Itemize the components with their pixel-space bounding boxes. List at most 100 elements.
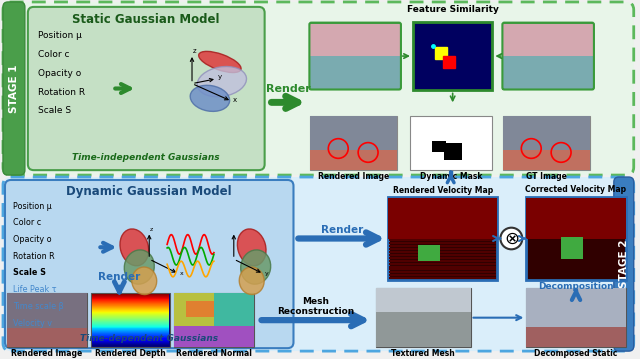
- Bar: [526, 198, 626, 239]
- Bar: [92, 340, 169, 341]
- Text: Dynamic Gaussian Model: Dynamic Gaussian Model: [67, 185, 232, 198]
- Ellipse shape: [197, 66, 246, 97]
- Bar: [504, 116, 590, 170]
- Text: Position μ: Position μ: [13, 202, 52, 211]
- Text: z: z: [150, 227, 154, 232]
- Text: Rendered Image: Rendered Image: [318, 172, 389, 181]
- Bar: [389, 245, 497, 247]
- Ellipse shape: [190, 85, 230, 111]
- Text: Render: Render: [321, 225, 363, 234]
- Bar: [92, 337, 169, 338]
- Bar: [174, 293, 253, 347]
- Bar: [92, 326, 169, 327]
- Text: Mesh
Reconstruction: Mesh Reconstruction: [277, 297, 355, 316]
- Text: Life Peak τ: Life Peak τ: [13, 285, 56, 294]
- Bar: [92, 300, 169, 301]
- Bar: [418, 245, 440, 261]
- Text: GT Image: GT Image: [526, 172, 567, 181]
- Bar: [92, 294, 169, 295]
- Text: Color c: Color c: [38, 50, 69, 59]
- Text: Decomposed Static: Decomposed Static: [534, 349, 618, 358]
- Text: z: z: [193, 48, 196, 54]
- Bar: [388, 198, 497, 239]
- Bar: [92, 312, 169, 313]
- Text: Scale S: Scale S: [13, 269, 46, 278]
- Bar: [92, 311, 169, 312]
- Bar: [92, 298, 169, 299]
- Bar: [310, 150, 397, 170]
- Bar: [92, 328, 169, 330]
- FancyBboxPatch shape: [28, 7, 264, 170]
- Bar: [214, 293, 253, 326]
- Bar: [432, 141, 445, 153]
- Bar: [92, 319, 169, 320]
- Bar: [504, 24, 593, 56]
- Text: y: y: [264, 271, 268, 276]
- Bar: [92, 295, 169, 296]
- Bar: [92, 341, 169, 342]
- Ellipse shape: [132, 267, 157, 294]
- Bar: [92, 308, 169, 309]
- Bar: [92, 318, 169, 319]
- Text: STAGE 1: STAGE 1: [9, 64, 19, 113]
- Bar: [444, 143, 461, 160]
- Text: Rotation R: Rotation R: [38, 88, 85, 97]
- Ellipse shape: [239, 267, 264, 294]
- FancyBboxPatch shape: [614, 177, 634, 351]
- Text: Feature Similarity: Feature Similarity: [407, 5, 499, 14]
- Bar: [92, 309, 169, 310]
- Bar: [92, 307, 169, 308]
- Bar: [310, 116, 397, 150]
- Bar: [92, 315, 169, 316]
- Bar: [92, 330, 169, 331]
- Bar: [92, 323, 169, 325]
- Bar: [92, 305, 169, 306]
- Bar: [92, 299, 169, 300]
- Bar: [92, 303, 169, 304]
- Text: Time-independent Gaussians: Time-independent Gaussians: [72, 153, 220, 162]
- Bar: [92, 327, 169, 328]
- Text: Color c: Color c: [13, 218, 41, 227]
- Bar: [92, 316, 169, 317]
- Text: x: x: [180, 271, 184, 276]
- Bar: [92, 314, 169, 315]
- Text: Time scale β: Time scale β: [13, 302, 64, 311]
- Bar: [92, 334, 169, 335]
- Text: Decomposition: Decomposition: [538, 282, 614, 291]
- Bar: [174, 293, 214, 326]
- Bar: [92, 301, 169, 302]
- Bar: [389, 266, 497, 267]
- Bar: [92, 304, 169, 305]
- Bar: [389, 257, 497, 259]
- Text: Render: Render: [266, 84, 311, 94]
- Bar: [92, 320, 169, 321]
- Bar: [7, 293, 86, 347]
- Bar: [92, 332, 169, 334]
- Text: y: y: [218, 74, 222, 80]
- Bar: [310, 56, 400, 89]
- Bar: [174, 326, 253, 347]
- Ellipse shape: [120, 229, 148, 266]
- Text: Rotation R: Rotation R: [13, 252, 54, 261]
- Bar: [389, 251, 497, 253]
- Bar: [526, 288, 626, 347]
- Bar: [389, 271, 497, 274]
- Bar: [389, 278, 497, 279]
- Text: Render: Render: [99, 272, 141, 282]
- Bar: [526, 327, 626, 347]
- Bar: [92, 306, 169, 307]
- FancyBboxPatch shape: [3, 2, 634, 175]
- Bar: [389, 269, 497, 270]
- Text: Rendered Depth: Rendered Depth: [95, 349, 166, 358]
- Text: Dynamic Mask: Dynamic Mask: [420, 172, 483, 181]
- FancyBboxPatch shape: [5, 180, 294, 348]
- Text: Position μ: Position μ: [38, 32, 82, 41]
- Bar: [92, 322, 169, 323]
- Bar: [92, 338, 169, 339]
- Bar: [92, 345, 169, 346]
- Bar: [92, 310, 169, 311]
- Text: Opacity o: Opacity o: [38, 69, 81, 78]
- Bar: [92, 343, 169, 344]
- Text: Rendered Velocity Map: Rendered Velocity Map: [392, 186, 493, 195]
- Ellipse shape: [124, 250, 154, 284]
